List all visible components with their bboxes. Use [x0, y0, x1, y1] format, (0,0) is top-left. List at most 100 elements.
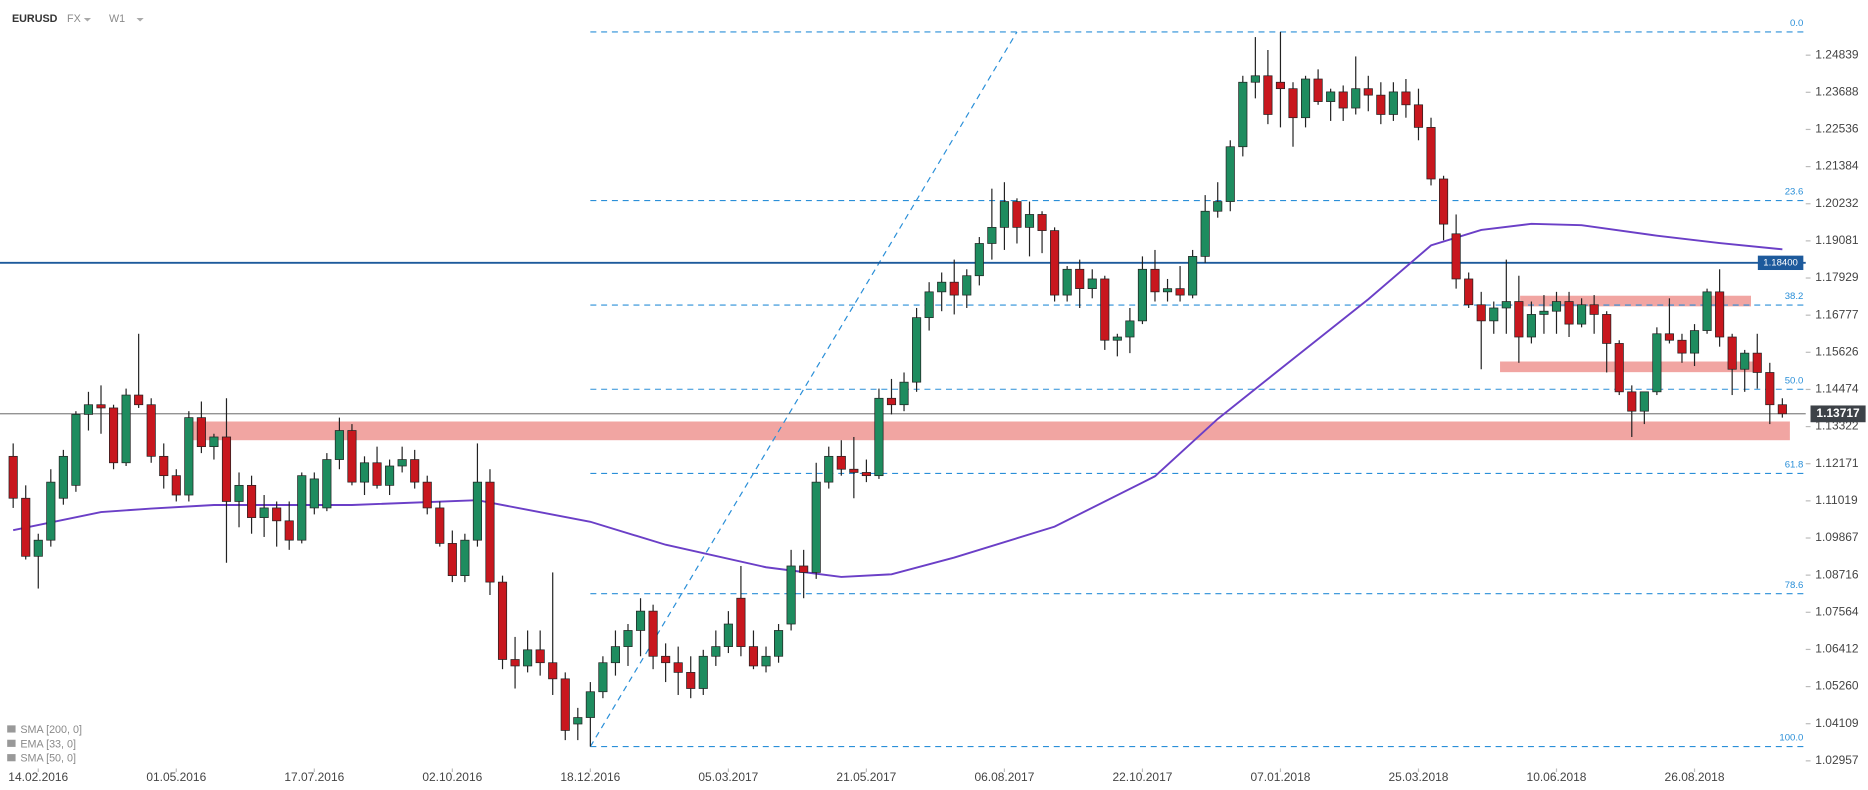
candle-body	[1401, 91, 1411, 106]
candle-body	[1627, 391, 1637, 412]
y-tick-label: 1.08716	[1815, 567, 1859, 581]
candle-body	[824, 455, 834, 483]
candle-body	[8, 455, 18, 499]
y-tick-label: 1.02957	[1815, 753, 1859, 767]
price-line-label: 1.18400	[1763, 257, 1798, 268]
x-tick-label: 06.08.2017	[974, 770, 1034, 784]
candle-body	[874, 397, 884, 477]
candle-body	[234, 484, 244, 502]
candle-body	[974, 243, 984, 277]
candle-body	[1539, 310, 1549, 315]
last-price-label: 1.13717	[1816, 406, 1860, 420]
candle-body	[786, 565, 796, 625]
candle-body	[1024, 214, 1035, 228]
candle-body	[435, 507, 445, 544]
candle-body	[1526, 314, 1536, 338]
x-tick-label: 14.02.2016	[8, 770, 68, 784]
candle-body	[21, 497, 31, 557]
market[interactable]: FX	[67, 13, 81, 25]
candle-body	[1426, 127, 1436, 180]
candle-body	[247, 484, 257, 518]
candle-body	[359, 462, 370, 483]
y-tick-label: 1.24839	[1815, 47, 1859, 61]
fib-label: 61.8	[1785, 460, 1804, 471]
candle-body	[811, 481, 821, 573]
dropdown-icon[interactable]	[136, 17, 144, 22]
candle-body	[1413, 104, 1424, 128]
candle-body	[1614, 343, 1624, 393]
candle-body	[598, 662, 608, 693]
candle-body	[1213, 201, 1223, 212]
candle-body	[272, 507, 282, 522]
indicator[interactable]: EMA [33, 0]	[20, 738, 76, 750]
candle-body	[1188, 256, 1198, 296]
candle-body	[1137, 268, 1147, 322]
candle-body	[1439, 178, 1449, 225]
candle-body	[1451, 233, 1461, 280]
indicator-icon[interactable]	[7, 739, 16, 747]
support-zone	[185, 421, 1790, 441]
candle-body	[1577, 304, 1587, 325]
candle-body	[523, 649, 533, 667]
candle-body	[937, 281, 947, 293]
candle-body	[573, 717, 583, 725]
candle-body	[1652, 333, 1662, 393]
support-zone	[1520, 295, 1751, 307]
candle-body	[472, 481, 482, 541]
candle-body	[748, 646, 759, 667]
candle-body	[886, 397, 897, 406]
candle-body	[485, 481, 495, 583]
fib-label: 50.0	[1785, 375, 1804, 386]
candle-body	[1250, 75, 1260, 83]
candle-body	[1376, 94, 1386, 115]
candle-body	[46, 481, 56, 541]
candle-body	[347, 430, 357, 483]
y-tick-label: 1.04109	[1815, 716, 1859, 730]
candle-body	[284, 520, 294, 541]
indicator-icon[interactable]	[7, 725, 16, 733]
candle-body	[146, 404, 156, 457]
y-tick-label: 1.11019	[1815, 493, 1858, 507]
candle-body	[723, 623, 733, 647]
y-tick-label: 1.07564	[1815, 604, 1859, 618]
last-price-box	[1810, 405, 1866, 423]
candle-body	[1175, 288, 1185, 296]
y-tick-label: 1.22536	[1815, 122, 1859, 136]
candle-body	[334, 430, 344, 460]
candle-body	[1162, 288, 1173, 293]
candle-body	[623, 630, 633, 647]
fib-label: 78.6	[1785, 580, 1804, 591]
candle-body	[1589, 304, 1599, 315]
candle-body	[635, 610, 646, 631]
indicator-icon[interactable]	[7, 754, 16, 762]
candle-body	[1664, 333, 1674, 341]
candle-body	[1740, 352, 1750, 370]
indicator-legend: SMA [200, 0] EMA [33, 0] SMA [50, 0]	[7, 724, 82, 765]
candle-body	[71, 414, 81, 486]
candle-body	[1777, 404, 1787, 415]
candle-body	[1489, 307, 1499, 322]
dropdown-icon[interactable]	[83, 17, 92, 22]
candle-body	[497, 581, 508, 660]
candle-body	[1112, 336, 1122, 341]
candle-body	[1464, 278, 1474, 306]
y-tick-label: 1.23688	[1815, 84, 1859, 98]
x-tick-label: 01.05.2016	[146, 770, 206, 784]
interval[interactable]: W1	[109, 13, 125, 25]
x-tick-label: 21.05.2017	[836, 770, 896, 784]
y-tick-label: 1.17929	[1815, 270, 1859, 284]
candle-body	[1037, 214, 1047, 231]
x-tick-label: 10.06.2018	[1527, 770, 1587, 784]
indicator[interactable]: SMA [50, 0]	[20, 753, 76, 765]
candle-body	[585, 691, 595, 718]
candle-body	[711, 646, 721, 657]
candle-body	[836, 455, 846, 470]
candle-body	[1288, 88, 1298, 119]
candle-body	[648, 610, 658, 657]
candle-body	[447, 543, 457, 577]
indicator[interactable]: SMA [200, 0]	[20, 724, 82, 736]
candle-body	[134, 394, 144, 406]
fib-trend	[589, 31, 1018, 747]
